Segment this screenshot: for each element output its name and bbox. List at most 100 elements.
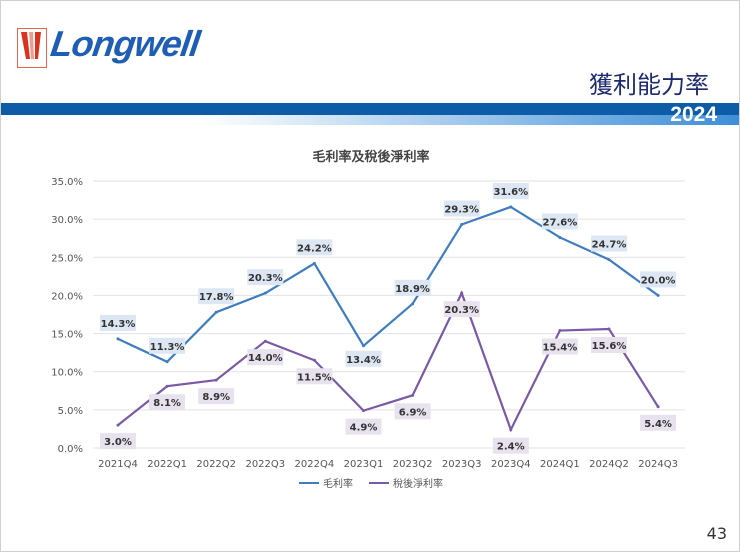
x-tick-label: 2024Q3 [638, 459, 678, 470]
data-label-bg [345, 418, 382, 435]
data-point [312, 261, 316, 265]
y-tick-label: 15.0% [51, 330, 83, 341]
data-point [214, 310, 218, 314]
data-label-bg [640, 414, 677, 431]
x-tick-label: 2022Q4 [295, 459, 335, 470]
data-label-bg [443, 301, 480, 318]
x-tick-label: 2022Q1 [147, 459, 187, 470]
data-label-bg [247, 349, 284, 366]
data-label-bg [198, 388, 235, 405]
data-label-bg [149, 337, 186, 354]
data-label-bg [345, 350, 382, 367]
data-label-bg [149, 394, 186, 411]
data-label-bg [198, 288, 235, 305]
data-point [607, 258, 611, 262]
legend: 毛利率 稅後淨利率 [299, 477, 443, 490]
data-label: 14.0% [248, 353, 283, 364]
data-label: 3.0% [104, 437, 132, 448]
data-label-bg [394, 279, 431, 296]
data-point [312, 358, 316, 362]
data-point [460, 222, 464, 226]
data-point [214, 378, 218, 382]
data-point [509, 205, 513, 209]
data-point [411, 302, 415, 306]
data-point [165, 360, 169, 364]
data-label: 18.9% [395, 284, 430, 295]
data-label: 6.9% [399, 407, 427, 418]
data-point [656, 293, 660, 297]
y-tick-label: 35.0% [51, 177, 83, 188]
data-label: 15.6% [592, 341, 627, 352]
data-label-bg [541, 213, 578, 230]
legend-net-margin: 稅後淨利率 [393, 477, 443, 490]
data-label-bg [591, 235, 627, 252]
data-label-bg [443, 200, 480, 217]
data-point [460, 291, 464, 295]
y-tick-label: 5.0% [58, 406, 83, 417]
data-label: 15.4% [543, 343, 578, 354]
page-number: 43 [706, 524, 727, 543]
x-tick-label: 2024Q2 [589, 459, 629, 470]
data-label: 31.6% [493, 187, 528, 198]
x-tick-label: 2023Q3 [442, 459, 482, 470]
data-point [116, 337, 120, 341]
data-label: 11.5% [297, 372, 332, 383]
y-tick-label: 30.0% [51, 215, 83, 226]
data-label-bg [296, 368, 333, 385]
data-point [362, 344, 365, 348]
data-label-bg [492, 182, 529, 199]
chart-title: 毛利率及稅後淨利率 [312, 149, 429, 165]
x-tick-label: 2024Q1 [540, 459, 580, 470]
data-point [607, 327, 611, 331]
data-point [263, 291, 267, 295]
data-label: 27.6% [543, 217, 578, 228]
data-point [263, 339, 267, 343]
data-label: 8.1% [153, 398, 181, 409]
data-label: 13.4% [346, 355, 381, 366]
data-label: 8.9% [202, 392, 230, 403]
data-point [509, 428, 513, 432]
data-point [558, 235, 562, 239]
y-tick-label: 0.0% [58, 444, 83, 455]
data-point [656, 405, 660, 409]
data-label: 29.3% [444, 204, 479, 215]
data-label: 17.8% [199, 292, 234, 303]
y-tick-label: 10.0% [51, 368, 83, 379]
legend-gross-margin: 毛利率 [323, 477, 353, 490]
data-label-bg [296, 239, 333, 256]
x-tick-label: 2023Q2 [393, 459, 433, 470]
y-tick-label: 25.0% [51, 253, 83, 264]
data-label: 24.2% [297, 243, 332, 254]
header-bar [1, 103, 739, 115]
data-label-bg [247, 269, 284, 286]
data-point [116, 423, 120, 427]
data-label-bg [492, 437, 529, 454]
x-tick-label: 2023Q1 [344, 459, 384, 470]
data-label-bg [394, 403, 431, 420]
header-bar-gradient [201, 115, 739, 125]
page-title: 獲利能力率 [589, 71, 709, 99]
logo-icon [17, 28, 47, 68]
data-label: 20.0% [641, 275, 676, 286]
x-tick-label: 2022Q2 [196, 459, 236, 470]
data-label-bg [541, 338, 578, 355]
data-point [411, 393, 415, 397]
data-label-bg [100, 314, 136, 331]
data-label-bg [100, 433, 136, 450]
x-tick-label: 2021Q4 [98, 459, 138, 470]
data-label: 4.9% [350, 423, 378, 434]
data-label: 5.4% [644, 419, 672, 430]
data-label-bg [640, 271, 677, 288]
data-label: 20.3% [444, 305, 479, 316]
data-point [362, 409, 365, 413]
data-point [165, 384, 169, 388]
data-label: 14.3% [101, 319, 136, 330]
series-line-1 [117, 290, 660, 433]
data-label: 24.7% [592, 240, 627, 251]
data-label: 20.3% [248, 273, 283, 284]
x-tick-label: 2023Q4 [491, 459, 531, 470]
year-label: 2024 [670, 103, 717, 126]
data-label-bg [591, 336, 627, 353]
